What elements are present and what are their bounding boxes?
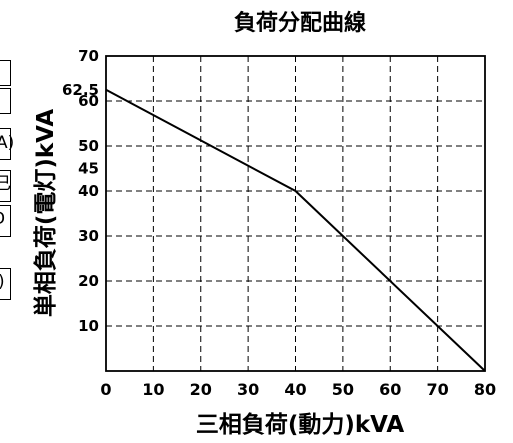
y-tick-label: 45 bbox=[78, 160, 99, 178]
edge-table-cell bbox=[0, 128, 11, 160]
edge-table-cell bbox=[0, 268, 11, 300]
y-tick-label: 62.5 bbox=[62, 81, 99, 99]
x-tick-label: 10 bbox=[142, 380, 164, 399]
y-tick-label: 10 bbox=[78, 317, 99, 335]
edge-table-cell bbox=[0, 88, 11, 114]
y-tick-label: 70 bbox=[78, 47, 99, 65]
x-tick-label: 50 bbox=[332, 380, 354, 399]
x-tick-label: 60 bbox=[379, 380, 401, 399]
edge-text-fragment: D bbox=[0, 211, 5, 228]
x-tick-label: 40 bbox=[284, 380, 306, 399]
edge-table-cell bbox=[0, 170, 11, 202]
y-tick-label: 20 bbox=[78, 272, 99, 290]
y-axis-label: 単相負荷(電灯)kVA bbox=[32, 109, 59, 318]
y-tick-label: 60 bbox=[78, 92, 99, 110]
series-line bbox=[105, 88, 486, 372]
y-tick-label: 30 bbox=[78, 227, 99, 245]
x-tick-label: 20 bbox=[190, 380, 212, 399]
x-tick-labels: 0 10 20 30 40 50 60 70 80 bbox=[100, 380, 496, 399]
y-tick-label: 40 bbox=[78, 182, 99, 200]
edge-table-cell bbox=[0, 205, 11, 237]
edge-text-fragment: ) bbox=[0, 274, 5, 291]
grid-lines bbox=[106, 56, 485, 371]
y-tick-label: 50 bbox=[78, 137, 99, 155]
series-group bbox=[105, 88, 486, 372]
edge-text-fragment: 已 bbox=[0, 174, 11, 194]
plot-frame bbox=[105, 55, 486, 372]
x-tick-label: 70 bbox=[426, 380, 448, 399]
x-tick-label: 80 bbox=[474, 380, 496, 399]
x-tick-label: 0 bbox=[100, 380, 111, 399]
chart-title: 負荷分配曲線 bbox=[234, 10, 366, 36]
x-tick-label: 30 bbox=[237, 380, 259, 399]
edge-text-fragment: A) bbox=[0, 133, 15, 153]
edge-table-cell bbox=[0, 60, 11, 86]
x-axis-label: 三相負荷(動力)kVA bbox=[196, 411, 405, 438]
